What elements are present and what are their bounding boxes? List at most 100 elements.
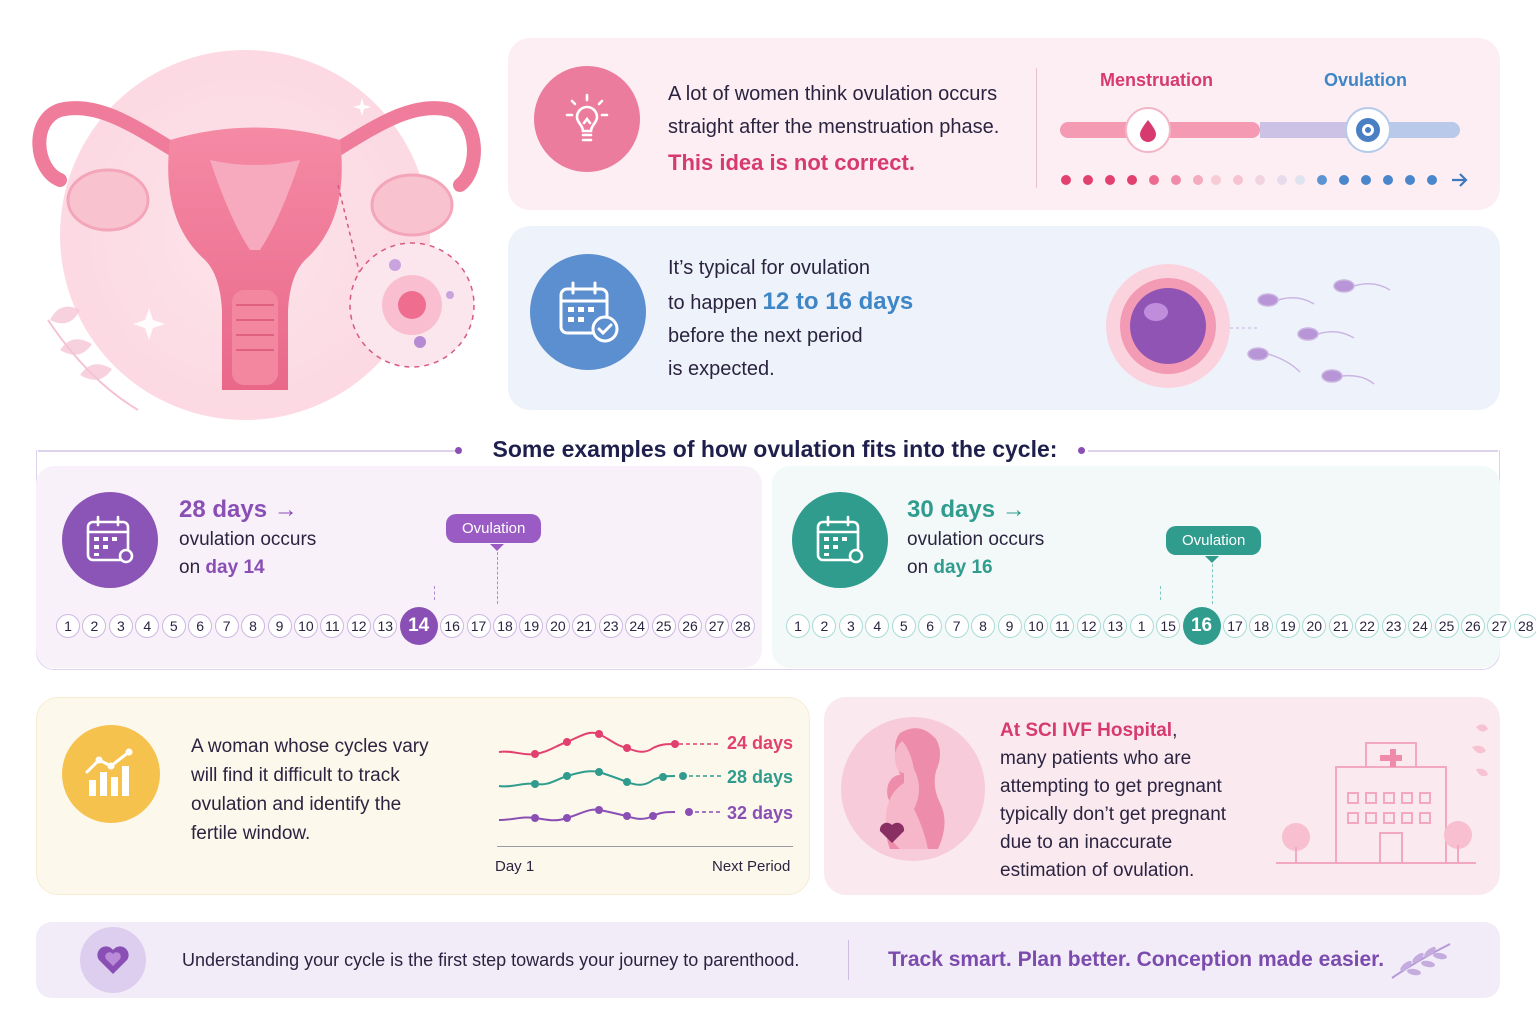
hospital-line4: due to an inaccurate — [1000, 832, 1173, 853]
example-28-arrow: → — [273, 496, 298, 523]
arrow-right-icon — [1452, 173, 1468, 187]
example-28-line1: ovulation occurs — [179, 529, 317, 550]
cycle-28-day: 10 — [293, 614, 318, 638]
heart-icon — [879, 822, 905, 843]
example-30-prefix: on — [907, 557, 934, 578]
cycle-28-day: 9 — [267, 614, 292, 638]
cycle-30-day: 7 — [944, 614, 969, 638]
cycle-30-day: 20 — [1302, 614, 1327, 638]
vary-line2: will find it difficult to track — [191, 765, 400, 786]
cycle-variation-lines — [498, 730, 721, 822]
cycle-28-day: 13 — [373, 614, 398, 638]
cycle-28-ovulation-day: 14 — [399, 607, 438, 645]
heading-dot-right — [1078, 447, 1085, 454]
cycle-28-day: 27 — [704, 614, 729, 638]
footer-message: Understanding your cycle is the first st… — [182, 950, 800, 970]
cycle-30-day: 2 — [812, 614, 837, 638]
axis-end-label: Next Period — [712, 858, 791, 875]
example-30-days: 30 days — [907, 496, 996, 523]
ovulation-guide-28b — [434, 586, 435, 600]
cycle-30-day: 1 — [1129, 614, 1154, 638]
example-30-card: 30 days → ovulation occurs on day 16 Ovu… — [772, 466, 1536, 668]
hospital-card: At SCI IVF Hospital, many patients who a… — [824, 697, 1500, 895]
cycle-30-ovulation-day: 16 — [1182, 607, 1221, 645]
cycle-28-day: 7 — [214, 614, 239, 638]
cycle-30-day: 13 — [1103, 614, 1128, 638]
cycle-28-day: 2 — [82, 614, 107, 638]
cycle-28-day: 16 — [440, 614, 465, 638]
cycle-30-day: 17 — [1223, 614, 1247, 638]
myth-text-line2: straight after the menstruation phase. — [668, 116, 1000, 138]
cycle-30-day: 8 — [971, 614, 996, 638]
heading-dot-left — [455, 447, 462, 454]
cycle-28-day: 20 — [545, 614, 570, 638]
day-row-30: 1 2 3 4 5 6 7 8 9 10 11 12 13 1 15 16 17 18 19 20 21 22 23 24 25… — [786, 607, 1536, 645]
growth-chart-icon — [62, 725, 160, 823]
calendar-check-icon — [530, 254, 646, 370]
cycle-phase-bar — [1060, 107, 1468, 187]
myth-text-line1: A lot of women think ovulation occurs — [668, 83, 998, 105]
example-28-card: 28 days → ovulation occurs on day 14 Ovu… — [36, 466, 762, 668]
heading-rule-left — [38, 450, 458, 452]
cycle-30-day: 9 — [997, 614, 1022, 638]
cycle-28-day: 18 — [493, 614, 517, 638]
ovulation-pointer-28 — [490, 544, 504, 551]
footer-divider — [848, 940, 849, 980]
cycles-vary-card: A woman whose cycles vary will find it d… — [36, 697, 810, 895]
hospital-name: At SCI IVF Hospital — [1000, 720, 1173, 741]
vary-line4: fertile window. — [191, 823, 311, 844]
typical-highlight: 12 to 16 days — [762, 288, 914, 315]
phase-menstruation-label: Menstruation — [1100, 70, 1214, 90]
series-label-32: 32 days — [727, 803, 794, 823]
cycle-30-day: 25 — [1434, 614, 1459, 638]
hospital-line5: estimation of ovulation. — [1000, 860, 1195, 881]
cycle-28-day: 12 — [346, 614, 371, 638]
example-28-days: 28 days — [179, 496, 268, 523]
myth-card: A lot of women think ovulation occurs st… — [508, 38, 1500, 210]
ovulation-tag-28: Ovulation — [446, 514, 542, 543]
cycle-28-day: 25 — [651, 614, 676, 638]
uterus-illustration — [32, 50, 481, 420]
example-28-day: day 14 — [205, 557, 265, 578]
cycle-30-day: 28 — [1513, 614, 1536, 638]
cycle-28-day: 19 — [519, 614, 544, 638]
hospital-comma: , — [1172, 720, 1178, 741]
cycle-28-day: 3 — [108, 614, 133, 638]
example-30-line1: ovulation occurs — [907, 529, 1045, 550]
cycle-30-day: 12 — [1076, 614, 1101, 638]
ovulation-pointer-30 — [1205, 556, 1219, 563]
cycle-28-day: 6 — [188, 614, 213, 638]
cycle-30-day: 26 — [1460, 614, 1485, 638]
series-label-24: 24 days — [727, 733, 794, 753]
cycle-28-day: 4 — [135, 614, 160, 638]
hospital-line2: attempting to get pregnant — [1000, 776, 1222, 797]
typical-line3: before the next period — [668, 325, 863, 347]
ovulation-tag-30: Ovulation — [1166, 526, 1262, 555]
cycle-30-day: 15 — [1156, 614, 1181, 638]
example-28-prefix: on — [179, 557, 206, 578]
heading-rule-right — [1088, 450, 1498, 452]
typical-line2-prefix: to happen — [668, 292, 763, 314]
typical-line1: It’s typical for ovulation — [668, 257, 870, 279]
cycle-28-day: 28 — [730, 614, 755, 638]
cycle-30-day: 18 — [1249, 614, 1274, 638]
cycle-28-day: 8 — [241, 614, 266, 638]
ovulation-guide-30 — [1212, 564, 1213, 604]
phase-ovulation-label: Ovulation — [1324, 70, 1408, 90]
cycle-30-day: 19 — [1275, 614, 1300, 638]
cycle-28-day: 24 — [625, 614, 650, 638]
cycle-30-day: 1 — [786, 614, 810, 638]
cycle-30-day: 10 — [1023, 614, 1048, 638]
leaf-sprig-icon — [1391, 943, 1451, 979]
cycle-28-day: 17 — [466, 614, 491, 638]
calendar-icon — [62, 492, 158, 588]
day-row-28: 1 2 3 4 5 6 7 8 9 10 11 12 13 14 16 17 18 19 20 21 23 24 25 26 2… — [56, 607, 757, 645]
heart-icon — [80, 927, 146, 993]
hospital-line1: many patients who are — [1000, 748, 1192, 769]
cycle-30-day: 4 — [865, 614, 890, 638]
cycle-28-day: 11 — [320, 614, 345, 638]
cycle-28-day: 1 — [56, 614, 80, 638]
vary-line3: ovulation and identify the — [191, 794, 402, 815]
cycle-30-day: 5 — [891, 614, 916, 638]
pregnant-woman-illustration — [841, 717, 985, 861]
